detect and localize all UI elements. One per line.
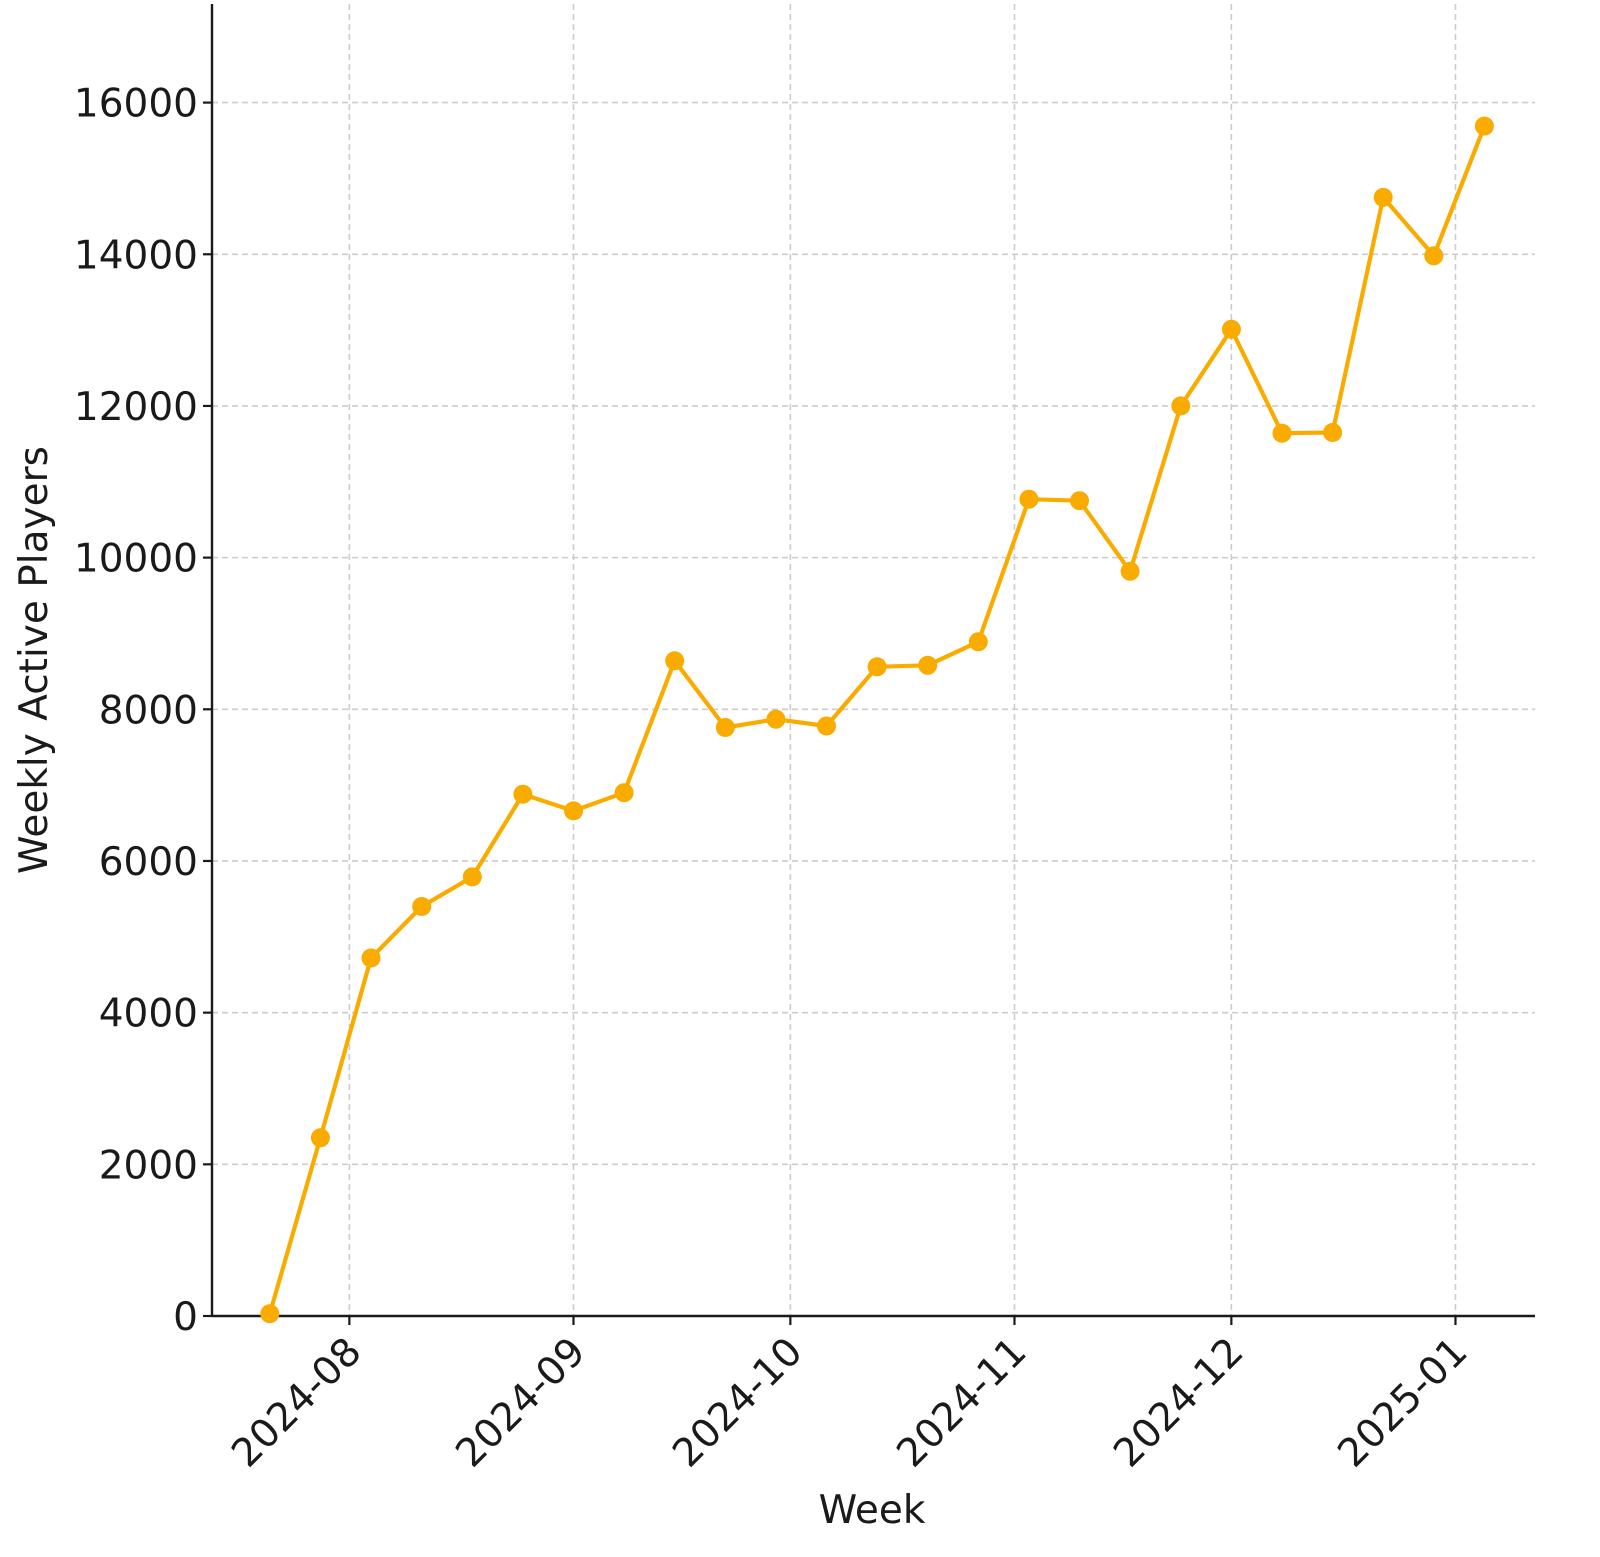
data-point	[1474, 116, 1494, 136]
y-tick-label: 0	[173, 1295, 198, 1340]
data-point	[1171, 396, 1191, 416]
data-point	[1323, 423, 1343, 442]
data-point	[462, 867, 482, 887]
y-tick-label: 2000	[99, 1143, 198, 1188]
data-point	[766, 709, 786, 729]
series	[260, 116, 1494, 1324]
data-point	[918, 655, 938, 675]
data-point	[715, 718, 735, 737]
y-tick-label: 8000	[99, 688, 198, 733]
data-point	[564, 801, 583, 821]
series-line	[267, 123, 1487, 1316]
data-point	[867, 657, 887, 677]
data-point	[1373, 187, 1393, 207]
data-point	[968, 632, 988, 652]
x-axis-title: Week	[819, 1488, 926, 1533]
data-point	[1120, 561, 1140, 581]
axes	[210, 4, 1535, 1318]
x-tick-label: 2024-09	[448, 1329, 595, 1476]
x-tick-label: 2024-08	[223, 1329, 370, 1476]
x-tick-label: 2024-12	[1105, 1329, 1252, 1476]
x-tick-label: 2024-10	[664, 1329, 811, 1476]
y-tick-label: 14000	[74, 233, 198, 278]
y-tick-label: 10000	[74, 537, 198, 582]
data-point	[310, 1128, 330, 1148]
gridlines	[212, 4, 1535, 1316]
data-point	[513, 784, 533, 804]
data-point	[1070, 491, 1089, 511]
data-point	[1424, 246, 1444, 266]
x-tick-label: 2025-01	[1330, 1329, 1477, 1476]
data-point	[1019, 489, 1039, 509]
data-point	[614, 783, 634, 803]
data-point	[260, 1304, 280, 1324]
data-point	[412, 897, 432, 916]
y-tick-label: 4000	[99, 992, 198, 1037]
y-tick-label: 12000	[74, 385, 198, 430]
y-axis-title: Weekly Active Players	[12, 446, 57, 874]
y-tick-label: 16000	[74, 82, 198, 127]
data-point	[665, 651, 685, 671]
data-point	[1221, 319, 1241, 339]
y-tick-label: 6000	[99, 840, 198, 885]
data-point	[1272, 423, 1292, 443]
x-tick-label: 2024-11	[889, 1329, 1036, 1476]
data-point	[817, 716, 836, 736]
data-point	[361, 948, 381, 968]
